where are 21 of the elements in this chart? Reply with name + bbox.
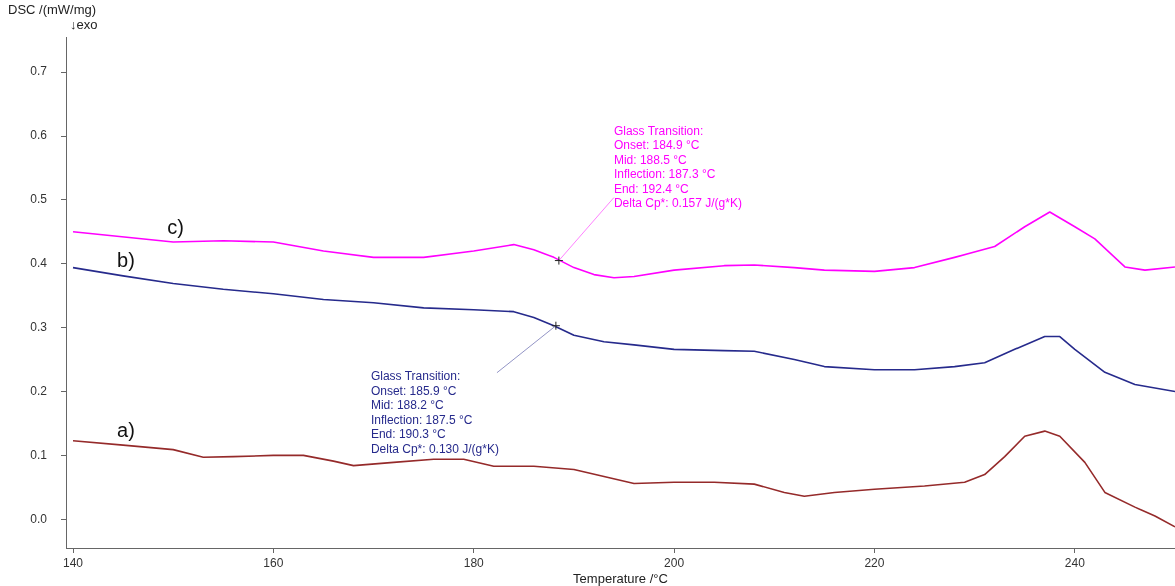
series-label: a)	[117, 418, 135, 441]
y-tick-label: 0.5	[30, 192, 48, 207]
x-axis-title: Temperature /°C	[573, 571, 668, 586]
x-tick-label: 200	[664, 555, 685, 570]
y-axis-title: DSC /(mW/mg) ↓exo	[8, 2, 98, 33]
series-label: b)	[117, 249, 135, 272]
annotation: Glass Transition: Onset: 184.9 °C Mid: 188.5 °C Inflection: 187.3 °C End: 192.4 °C Delta Cp*: 0.157 J/(g*K)	[613, 123, 742, 211]
y-tick-label: 0.6	[30, 128, 48, 143]
y-tick-label: 0.0	[30, 511, 48, 526]
x-tick-label: 140	[63, 555, 84, 570]
x-tick-label: 220	[864, 555, 885, 570]
x-tick-label: 240	[1064, 555, 1086, 570]
series-label: c)	[167, 215, 184, 238]
y-tick-label: 0.2	[30, 383, 48, 398]
x-tick-label: 180	[463, 555, 485, 570]
y-tick-label: 0.3	[30, 319, 48, 334]
x-tick-label: 160	[263, 555, 284, 570]
annotation: Glass Transition: Onset: 185.9 °C Mid: 188.2 °C Inflection: 187.5 °C End: 190.3 °C Delta Cp*: 0.130 J/(g*K)	[370, 369, 499, 456]
y-tick-label: 0.1	[30, 447, 48, 462]
y-tick-label: 0.7	[30, 64, 48, 79]
y-tick-label: 0.4	[30, 256, 48, 271]
